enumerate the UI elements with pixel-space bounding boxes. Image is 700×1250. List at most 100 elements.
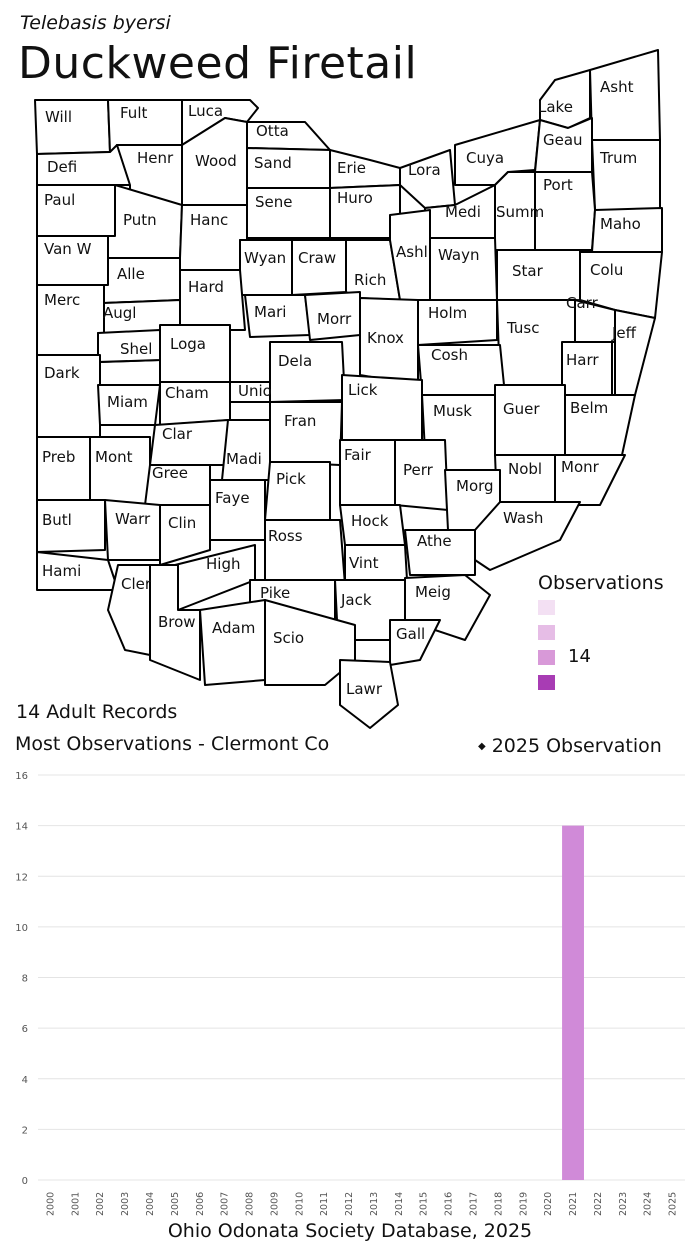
x-tick-label: 2009 [269,1192,280,1216]
x-tick-label: 2023 [618,1192,629,1216]
county-label-loga: Loga [170,335,206,353]
county-label-vint: Vint [349,554,379,572]
county-label-asht: Asht [600,78,634,96]
county-label-jack: Jack [340,591,372,609]
county-label-otta: Otta [256,122,289,140]
x-tick-label: 2010 [294,1192,305,1216]
x-tick-label: 2000 [45,1192,56,1216]
county-label-merc: Merc [44,291,80,309]
county-label-will: Will [45,108,72,126]
county-label-madi: Madi [226,450,262,468]
county-label-mont: Mont [95,448,133,466]
county-label-putn: Putn [123,211,157,229]
county-label-cosh: Cosh [431,346,468,364]
county-label-meig: Meig [415,583,451,601]
x-tick-label: 2019 [518,1192,529,1216]
county-label-holm: Holm [428,304,467,322]
adult-records: 14 Adult Records [16,701,178,723]
county-label-ashl: Ashl [396,243,428,261]
x-tick-label: 2006 [195,1192,206,1216]
county-label-ross: Ross [268,527,303,545]
observations-bar-chart: 0 2 4 6 8 10 12 14 16 2000 2001 2002 2003 2004 2005 200… [15,771,685,1216]
county-label-dark: Dark [44,364,80,382]
x-tick-label: 2014 [394,1192,405,1216]
county-monr [554,454,626,506]
county-label-fult: Fult [120,104,147,122]
legend-swatch-2 [538,625,555,640]
county-label-hard: Hard [188,278,224,296]
county-label-wyan: Wyan [244,249,286,267]
x-tick-label: 2008 [245,1192,256,1216]
county-label-lora: Lora [408,161,441,179]
x-tick-label: 2024 [643,1192,654,1216]
county-label-hami: Hami [42,562,81,580]
county-label-lawr: Lawr [346,680,383,698]
y-tick-label: 8 [22,974,28,985]
county-label-maho: Maho [600,215,641,233]
county-label-erie: Erie [337,159,366,177]
source-footer: Ohio Odonata Society Database, 2025 [167,1220,533,1242]
county-label-belm: Belm [570,399,608,417]
county-label-paul: Paul [44,191,75,209]
county-label-miam: Miam [107,393,148,411]
county-label-high: High [206,555,240,573]
y-tick-label: 4 [22,1075,28,1086]
county-label-gall: Gall [396,625,425,643]
county-label-wood: Wood [195,152,237,170]
x-tick-label: 2017 [468,1192,479,1216]
county-lora [399,149,456,209]
county-label-huro: Huro [337,189,373,207]
county-label-mari: Mari [254,303,286,321]
county-label-rich: Rich [354,271,386,289]
county-label-butl: Butl [42,511,72,529]
county-adam [199,599,266,686]
county-label-brow: Brow [158,613,196,631]
y-tick-label: 6 [22,1024,28,1035]
county-clin [159,504,211,566]
legend-label-3: 14 [568,646,591,667]
county-warr [104,499,161,561]
legend-swatch-1 [538,600,555,615]
observation-marker: ◆ 2025 Observation [478,735,662,757]
county-label-perr: Perr [403,461,434,479]
county-label-wayn: Wayn [438,246,479,264]
county-label-clar: Clar [162,425,193,443]
scientific-name: Telebasis byersi [20,12,171,34]
county-label-defi: Defi [47,158,77,176]
county-label-morg: Morg [456,477,494,495]
county-loga [159,324,231,386]
county-label-lake: Lake [538,98,573,116]
common-name: Duckweed Firetail [18,38,418,89]
y-tick-label: 12 [15,872,28,883]
legend-swatch-4 [538,675,555,690]
county-label-unio: Unio [238,382,272,400]
county-label-cham: Cham [165,384,209,402]
county-label-dela: Dela [278,352,312,370]
county-label-shel: Shel [120,340,152,358]
county-label-jeff: Jeff [611,324,637,342]
county-label-gree: Gree [152,464,188,482]
county-label-knox: Knox [367,329,404,347]
county-label-alle: Alle [117,265,145,283]
x-tick-label: 2004 [145,1192,156,1216]
county-label-nobl: Nobl [508,460,542,478]
x-tick-label: 2021 [568,1192,579,1216]
x-tick-label: 2003 [120,1192,131,1216]
county-label-pick: Pick [276,470,306,488]
x-tick-label: 2022 [593,1192,604,1216]
county-label-faye: Faye [215,489,250,507]
county-label-lick: Lick [348,381,378,399]
county-label-pike: Pike [260,584,290,602]
county-label-clin: Clin [168,514,196,532]
county-label-scio: Scio [273,629,304,647]
x-tick-label: 2013 [369,1192,380,1216]
legend-title: Observations [538,572,664,594]
county-label-athe: Athe [417,532,452,550]
county-label-van-w: Van W [44,240,92,258]
county-label-henr: Henr [137,149,174,167]
y-tick-label: 16 [15,771,28,782]
y-tick-label: 2 [22,1125,28,1136]
x-tick-label: 2011 [319,1192,330,1216]
county-label-preb: Preb [42,448,75,466]
x-tick-label: 2012 [344,1192,355,1216]
